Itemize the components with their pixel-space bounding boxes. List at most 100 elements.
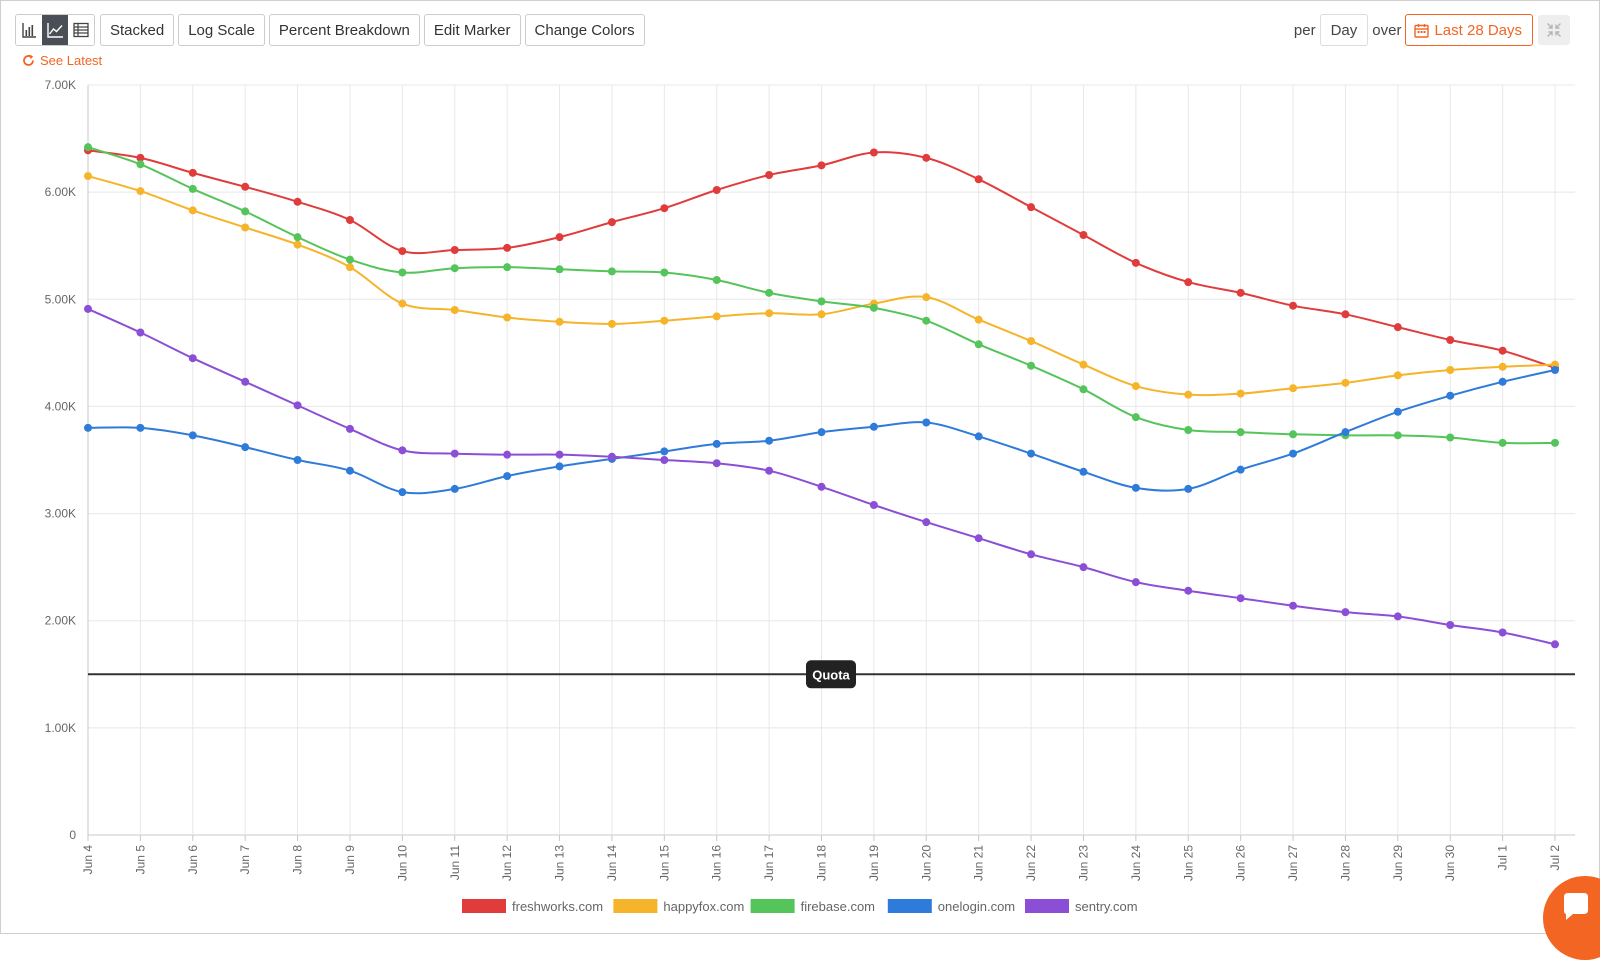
x-tick-label: Jun 10 (395, 845, 409, 881)
data-point-freshworks-com (555, 233, 564, 242)
x-tick-label: Jun 4 (81, 845, 95, 875)
chart-grid (87, 84, 1575, 836)
data-point-freshworks-com (241, 182, 250, 191)
x-tick-label: Jun 5 (133, 845, 147, 875)
data-point-onelogin-com (817, 428, 826, 437)
data-point-freshworks-com (1446, 336, 1455, 344)
data-point-onelogin-com (1131, 483, 1140, 492)
data-point-happyfox-com (607, 319, 616, 328)
data-point-firebase-com (136, 160, 145, 169)
y-tick-label: 1.00K (45, 721, 76, 735)
data-point-freshworks-com (450, 246, 459, 254)
collapse-icon[interactable] (1538, 15, 1570, 45)
interval-select[interactable]: Day (1319, 14, 1369, 46)
x-tick-label: Jun 14 (605, 845, 619, 881)
data-point-sentry-com (1236, 594, 1245, 603)
data-point-firebase-com (1551, 438, 1559, 447)
data-point-freshworks-com (660, 204, 669, 213)
data-point-freshworks-com (293, 197, 302, 206)
data-point-happyfox-com (84, 172, 92, 181)
calendar-icon (1414, 23, 1430, 38)
x-tick-label: Jun 26 (1234, 845, 1248, 881)
line-chart-icon[interactable] (42, 15, 68, 45)
data-point-firebase-com (817, 297, 826, 306)
data-point-freshworks-com (345, 216, 354, 224)
edit-marker-button[interactable]: Edit Marker (423, 14, 521, 46)
legend-label-firebase-com: firebase.com (801, 899, 875, 914)
legend-swatch-happyfox-com (613, 899, 658, 913)
data-point-happyfox-com (188, 206, 197, 215)
data-point-happyfox-com (241, 223, 250, 232)
y-tick-label: 4.00K (45, 399, 76, 413)
x-tick-label: Jul 2 (1548, 845, 1562, 871)
x-tick-label: Jun 8 (291, 845, 305, 875)
data-point-firebase-com (765, 288, 774, 297)
data-point-freshworks-com (1341, 310, 1350, 319)
legend-swatch-sentry-com (1025, 899, 1069, 913)
data-point-firebase-com (555, 265, 564, 274)
data-point-firebase-com (398, 268, 407, 277)
data-point-onelogin-com (1498, 377, 1507, 386)
data-point-happyfox-com (293, 240, 302, 249)
data-point-onelogin-com (974, 432, 983, 441)
data-point-freshworks-com (869, 148, 878, 157)
data-point-sentry-com (607, 452, 616, 461)
x-tick-label: Jun 27 (1286, 845, 1300, 881)
data-point-sentry-com (398, 446, 407, 455)
x-tick-label: Jun 18 (815, 845, 829, 881)
log-scale-button[interactable]: Log Scale (178, 14, 265, 46)
data-point-sentry-com (765, 466, 774, 475)
x-tick-label: Jun 28 (1338, 845, 1352, 881)
data-point-onelogin-com (84, 423, 92, 432)
chart-legend: freshworks.com happyfox.com firebase.com on… (462, 899, 1138, 914)
data-point-freshworks-com (503, 243, 512, 252)
data-point-onelogin-com (1446, 391, 1455, 400)
data-point-firebase-com (1131, 413, 1140, 422)
data-point-onelogin-com (136, 423, 145, 432)
chart-toolbar: Stacked Log Scale Percent Breakdown Edit… (15, 14, 649, 46)
x-tick-label: Jun 15 (657, 845, 671, 881)
quota-badge (806, 660, 856, 689)
data-point-onelogin-com (241, 443, 250, 452)
see-latest-link[interactable]: See Latest (22, 53, 102, 68)
data-point-onelogin-com (1079, 467, 1088, 476)
data-point-happyfox-com (1498, 362, 1507, 371)
data-point-freshworks-com (607, 218, 616, 227)
date-range-button[interactable]: Last 28 Days (1405, 14, 1533, 46)
legend-label-freshworks-com: freshworks.com (512, 899, 603, 914)
legend-swatch-freshworks-com (462, 899, 506, 913)
data-point-happyfox-com (765, 309, 774, 318)
data-point-onelogin-com (555, 462, 564, 471)
data-point-sentry-com (241, 377, 250, 386)
data-point-firebase-com (1079, 385, 1088, 394)
data-point-happyfox-com (817, 310, 826, 319)
data-point-onelogin-com (1289, 449, 1298, 458)
change-colors-button[interactable]: Change Colors (524, 14, 645, 46)
data-point-sentry-com (293, 401, 302, 410)
bar-chart-icon[interactable] (16, 15, 42, 45)
data-point-sentry-com (712, 459, 721, 468)
x-tick-label: Jun 23 (1076, 845, 1090, 881)
x-tick-label: Jun 9 (343, 845, 357, 875)
percent-breakdown-button[interactable]: Percent Breakdown (268, 14, 420, 46)
data-point-firebase-com (922, 316, 931, 325)
data-point-sentry-com (1027, 550, 1036, 559)
data-point-onelogin-com (345, 466, 354, 475)
x-tick-label: Jun 6 (186, 845, 200, 875)
legend-label-onelogin-com: onelogin.com (938, 899, 1015, 914)
data-point-sentry-com (922, 518, 931, 527)
stacked-button[interactable]: Stacked (100, 14, 175, 46)
data-point-sentry-com (974, 534, 983, 543)
data-point-freshworks-com (398, 247, 407, 256)
view-switcher (15, 14, 95, 46)
data-point-sentry-com (503, 450, 512, 459)
x-tick-label: Jun 7 (238, 845, 252, 875)
x-tick-label: Jun 16 (710, 845, 724, 881)
data-point-onelogin-com (1393, 407, 1402, 416)
data-point-happyfox-com (345, 263, 354, 272)
quota-label: Quota (812, 667, 850, 682)
data-point-sentry-com (555, 450, 564, 459)
data-point-firebase-com (1027, 361, 1036, 370)
line-chart: 0 1.00K 2.00K 3.00K 4.00K 5.00K 6.00K 7.00K Jun… (45, 78, 1575, 914)
table-icon[interactable] (68, 15, 94, 45)
